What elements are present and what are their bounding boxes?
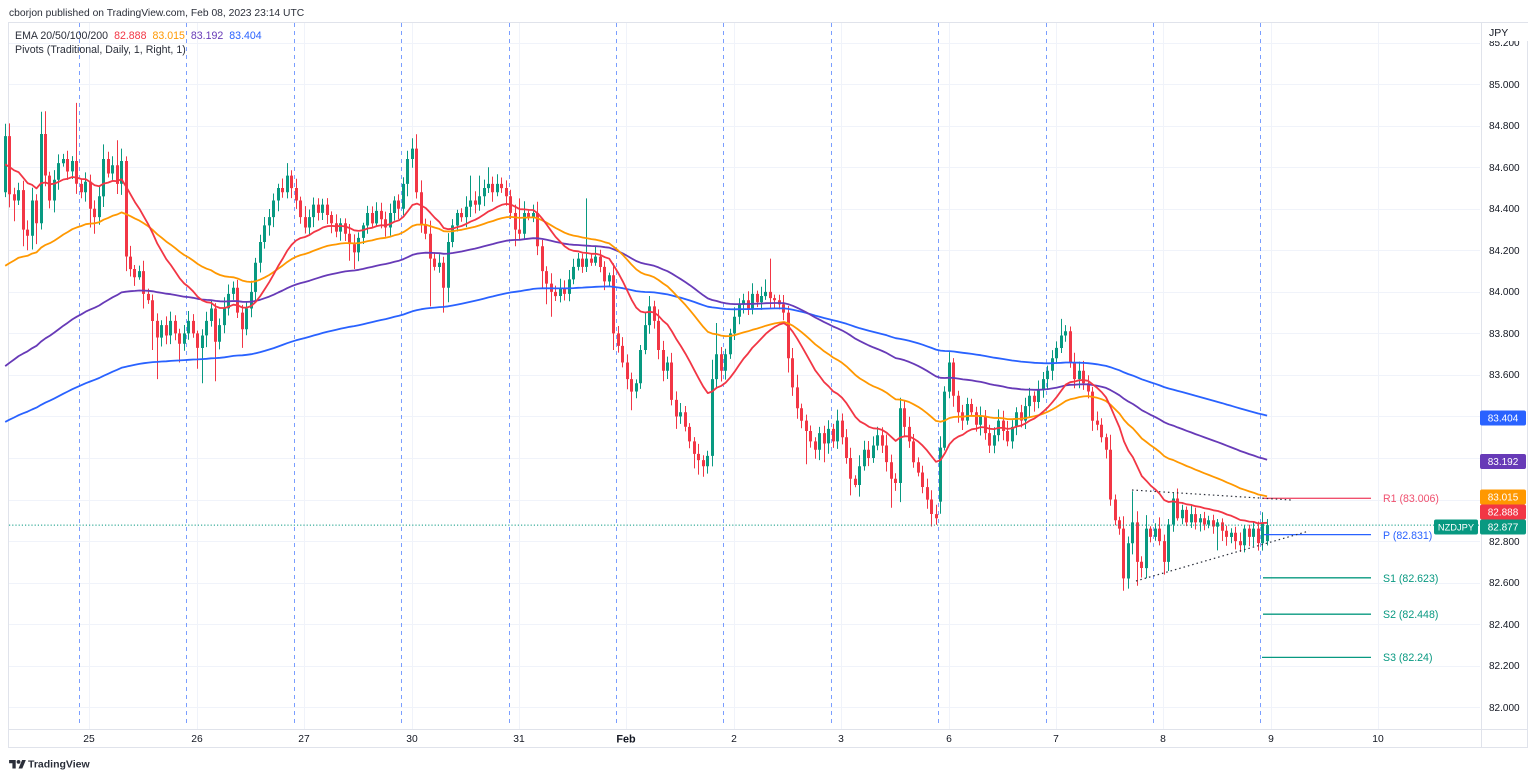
svg-text:JPY: JPY [1489,27,1508,39]
svg-text:27: 27 [298,734,310,745]
svg-text:Pivots (Traditional, Daily, 1,: Pivots (Traditional, Daily, 1, Right, 1) [15,44,186,56]
svg-text:83.192: 83.192 [1488,457,1519,468]
svg-text:S3 (82.24): S3 (82.24) [1383,652,1432,664]
svg-text:S2 (82.448): S2 (82.448) [1383,609,1438,621]
svg-text:NZDJPY: NZDJPY [1438,522,1474,532]
svg-text:7: 7 [1053,734,1059,745]
svg-text:R1 (83.006): R1 (83.006) [1383,493,1439,505]
svg-text:82.200: 82.200 [1489,661,1520,672]
svg-text:P (82.831): P (82.831) [1383,530,1432,542]
svg-text:9: 9 [1268,734,1274,745]
svg-text:82.000: 82.000 [1489,703,1520,714]
svg-text:83.404: 83.404 [1488,414,1519,425]
svg-text:84.200: 84.200 [1489,246,1520,257]
svg-text:82.888: 82.888 [1488,508,1519,519]
svg-text:2: 2 [731,734,737,745]
svg-text:83.800: 83.800 [1489,329,1520,340]
svg-text:31: 31 [513,734,525,745]
svg-text:85.000: 85.000 [1489,80,1520,91]
svg-text:84.000: 84.000 [1489,287,1520,298]
svg-text:82.800: 82.800 [1489,537,1520,548]
svg-text:84.800: 84.800 [1489,121,1520,132]
svg-text:3: 3 [838,734,844,745]
svg-text:85.200: 85.200 [1489,38,1520,49]
svg-text:82.877: 82.877 [1488,523,1519,534]
svg-text:6: 6 [946,734,952,745]
svg-text:84.400: 84.400 [1489,204,1520,215]
svg-text:82.600: 82.600 [1489,578,1520,589]
svg-text:S1 (82.623): S1 (82.623) [1383,573,1438,585]
svg-text:83.600: 83.600 [1489,370,1520,381]
svg-text:25: 25 [83,734,95,745]
svg-text:84.600: 84.600 [1489,163,1520,174]
svg-text:83.015: 83.015 [1488,493,1519,504]
svg-text:82.400: 82.400 [1489,620,1520,631]
svg-text:30: 30 [406,734,418,745]
svg-text:10: 10 [1372,734,1384,745]
svg-text:cborjon published on TradingVi: cborjon published on TradingView.com, Fe… [9,8,305,19]
svg-text:26: 26 [191,734,203,745]
svg-text:Feb: Feb [616,734,636,746]
svg-text:TradingView: TradingView [28,759,90,771]
svg-text:8: 8 [1160,734,1166,745]
